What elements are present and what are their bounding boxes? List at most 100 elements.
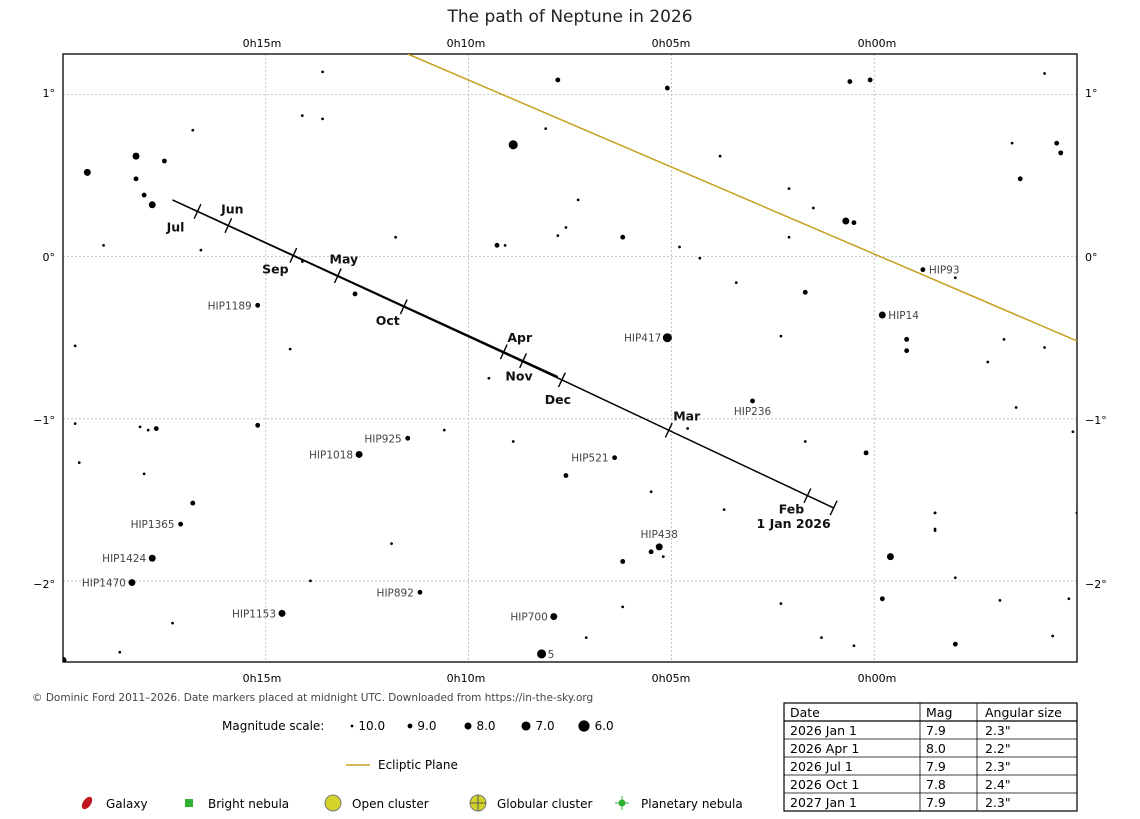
star-point-hip892 <box>417 589 423 595</box>
star-point <box>820 636 823 640</box>
star-point <box>904 348 910 354</box>
star-point <box>191 128 195 132</box>
star-point <box>847 79 853 84</box>
labeled-stars: HIP93 HIP14 HIP1189 HIP417 HIP236 HIP925 HIP10… <box>82 265 960 661</box>
star-point <box>787 235 791 239</box>
star-label-hip1153: HIP1153 <box>232 608 276 620</box>
star-point-hip236 <box>750 398 755 404</box>
y-tick-left-1: 0° <box>43 251 56 264</box>
month-tick <box>499 344 508 360</box>
star-point <box>132 152 140 160</box>
legend-galaxy-label: Galaxy <box>106 797 148 811</box>
star-point <box>138 425 142 429</box>
magnitude-scale-dot <box>521 721 531 731</box>
month-label: May <box>330 252 359 267</box>
star-point <box>664 85 670 91</box>
ecliptic-legend: Ecliptic Plane <box>346 758 458 772</box>
magnitude-scale-dot <box>350 724 354 728</box>
x-tick-bottom-0: 0h15m <box>243 672 282 685</box>
star-point <box>1051 634 1055 638</box>
star-label-hip521: HIP521 <box>571 453 608 465</box>
star-point <box>953 276 957 280</box>
month-tick <box>224 217 233 234</box>
star-point <box>563 473 569 478</box>
star-point <box>1043 346 1046 349</box>
star-point <box>734 281 738 284</box>
legend-globular-cluster-label: Globular cluster <box>497 797 593 811</box>
star-point <box>442 428 446 432</box>
star-point <box>544 127 548 130</box>
star-point <box>63 656 67 662</box>
star-point <box>300 114 304 117</box>
star-point <box>584 636 588 640</box>
table-cell: 8.0 <box>926 741 946 756</box>
star-point-hip417 <box>662 333 672 343</box>
star-point <box>998 599 1002 602</box>
x-tick-bottom-1: 0h10m <box>447 672 486 685</box>
star-point <box>153 426 159 431</box>
table-cell: 7.8 <box>926 777 946 792</box>
table-cell: 2.3" <box>985 759 1011 774</box>
month-tick <box>803 488 812 504</box>
star-point-hip14 <box>878 311 886 319</box>
ecliptic-line <box>407 54 1077 342</box>
x-tick-top-1: 0h10m <box>447 37 486 50</box>
month-tick <box>829 500 838 516</box>
star-point <box>508 140 518 150</box>
star-point <box>255 422 261 428</box>
star-point <box>933 527 937 531</box>
month-label: Jul <box>166 219 185 234</box>
table-cell: 2.3" <box>985 795 1011 810</box>
star-point <box>511 440 515 443</box>
grid-lines <box>63 54 1077 662</box>
path-polyline <box>172 199 834 509</box>
star-point <box>564 226 568 229</box>
star-point <box>649 490 653 494</box>
planetary-nebula-icon <box>615 796 629 810</box>
star-point <box>321 117 324 121</box>
star-point <box>161 158 167 164</box>
star-point <box>102 243 105 247</box>
star-point <box>698 256 702 260</box>
table-cell: 7.9 <box>926 795 946 810</box>
star-point <box>879 596 885 602</box>
month-tick <box>519 353 528 369</box>
star-point <box>1010 141 1014 145</box>
neptune-path <box>172 199 834 509</box>
star-point <box>661 555 665 558</box>
month-label: Sep <box>262 261 288 276</box>
star-point <box>1054 140 1060 146</box>
star-point-5 <box>537 649 547 659</box>
month-label: Dec <box>545 392 571 407</box>
month-label: Jun <box>220 202 243 217</box>
y-tick-right-0: 1° <box>1085 87 1098 100</box>
star-point <box>620 559 626 564</box>
star-point <box>133 176 139 182</box>
star-point <box>487 376 491 380</box>
star-point-hip1189 <box>255 302 261 308</box>
open-cluster-icon <box>324 794 342 812</box>
star-point <box>171 621 174 625</box>
magnitude-scale-value: 7.0 <box>536 719 555 733</box>
star-label-hip93: HIP93 <box>929 265 960 277</box>
star-label-hip892: HIP892 <box>377 587 414 599</box>
star-point <box>722 508 726 511</box>
star-point <box>1014 406 1018 409</box>
table-cell: 2026 Jan 1 <box>790 723 857 738</box>
star-point <box>83 168 91 176</box>
star-point <box>576 198 580 202</box>
star-point <box>863 450 869 456</box>
star-point <box>1067 597 1071 601</box>
star-point <box>118 650 122 654</box>
star-point-hip925 <box>405 435 411 441</box>
globular-cluster-icon <box>469 794 487 812</box>
star-point <box>648 549 654 555</box>
ephemeris-table: Date Mag Angular size 2026 Jan 1 7.9 2.3… <box>783 702 1078 812</box>
star-label-hip1470: HIP1470 <box>82 578 126 590</box>
table-cell: 2026 Jul 1 <box>790 759 853 774</box>
month-tick <box>557 372 566 388</box>
magnitude-scale-value: 9.0 <box>417 719 436 733</box>
star-point-hip1470 <box>128 579 136 587</box>
star-point <box>309 579 312 583</box>
